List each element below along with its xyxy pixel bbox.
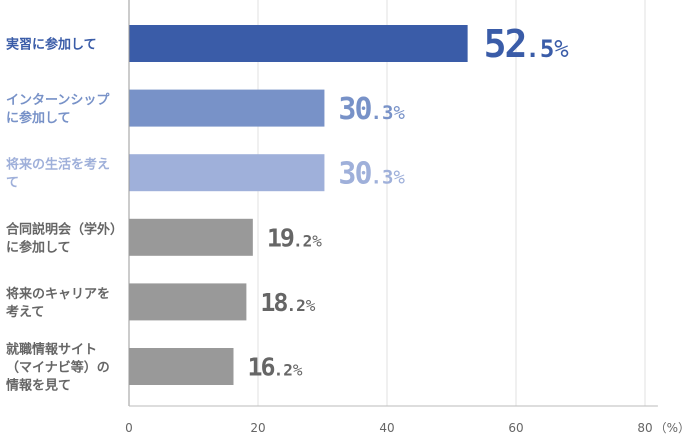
data-label-integer: 52 (484, 22, 526, 66)
data-label-integer: 30 (338, 92, 371, 127)
data-label-integer: 18 (260, 288, 287, 317)
data-label-decimal: .2 (286, 296, 305, 315)
category-label: 考えて (6, 304, 44, 320)
category-label: インターンシップ (6, 93, 110, 108)
x-tick-label: 60 (508, 421, 523, 435)
data-label-decimal: .5 (525, 35, 554, 63)
data-label-decimal: .2 (293, 231, 312, 250)
x-tick-label: 40 (379, 421, 394, 435)
category-label: （マイナビ等）の (6, 360, 110, 376)
bar (129, 89, 325, 127)
category-label: 就職情報サイト (6, 342, 97, 358)
data-label-unit: % (306, 296, 316, 315)
category-label: 合同説明会（学外） (6, 221, 123, 237)
data-label-integer: 19 (267, 223, 294, 252)
data-label: 30.3% (338, 157, 405, 192)
category-label: 情報を見て (6, 378, 71, 394)
category-label: 実習に参加して (6, 37, 97, 53)
data-label: 30.3% (338, 92, 405, 127)
data-label: 16.2% (247, 353, 302, 382)
data-label-decimal: .2 (274, 361, 293, 380)
x-tick-label: 20 (250, 421, 265, 435)
bar (129, 218, 253, 256)
data-label: 19.2% (267, 223, 322, 252)
category-label: に参加して (6, 110, 71, 126)
category-label: 将来のキャリアを (6, 286, 110, 302)
data-label: 18.2% (260, 288, 315, 317)
data-label-unit: % (312, 231, 322, 250)
bar (129, 283, 247, 321)
data-label-unit: % (393, 167, 405, 189)
x-axis-unit: （%） (655, 421, 690, 435)
category-label: に参加して (6, 239, 71, 255)
data-label-unit: % (393, 102, 405, 124)
category-label: 将来の生活を考え (6, 157, 110, 173)
data-label-integer: 16 (247, 353, 274, 382)
data-label-unit: % (293, 361, 303, 380)
bar (129, 154, 325, 192)
bar (129, 25, 468, 62)
x-tick-label: 0 (125, 421, 133, 435)
data-label: 52.5% (484, 22, 570, 66)
category-label: て (6, 176, 19, 191)
data-label-decimal: .3 (371, 167, 394, 189)
data-label-decimal: .3 (371, 102, 394, 124)
x-tick-label: 80 (637, 421, 652, 435)
data-label-integer: 30 (338, 157, 371, 192)
data-label-unit: % (554, 35, 569, 63)
bar (129, 348, 234, 385)
